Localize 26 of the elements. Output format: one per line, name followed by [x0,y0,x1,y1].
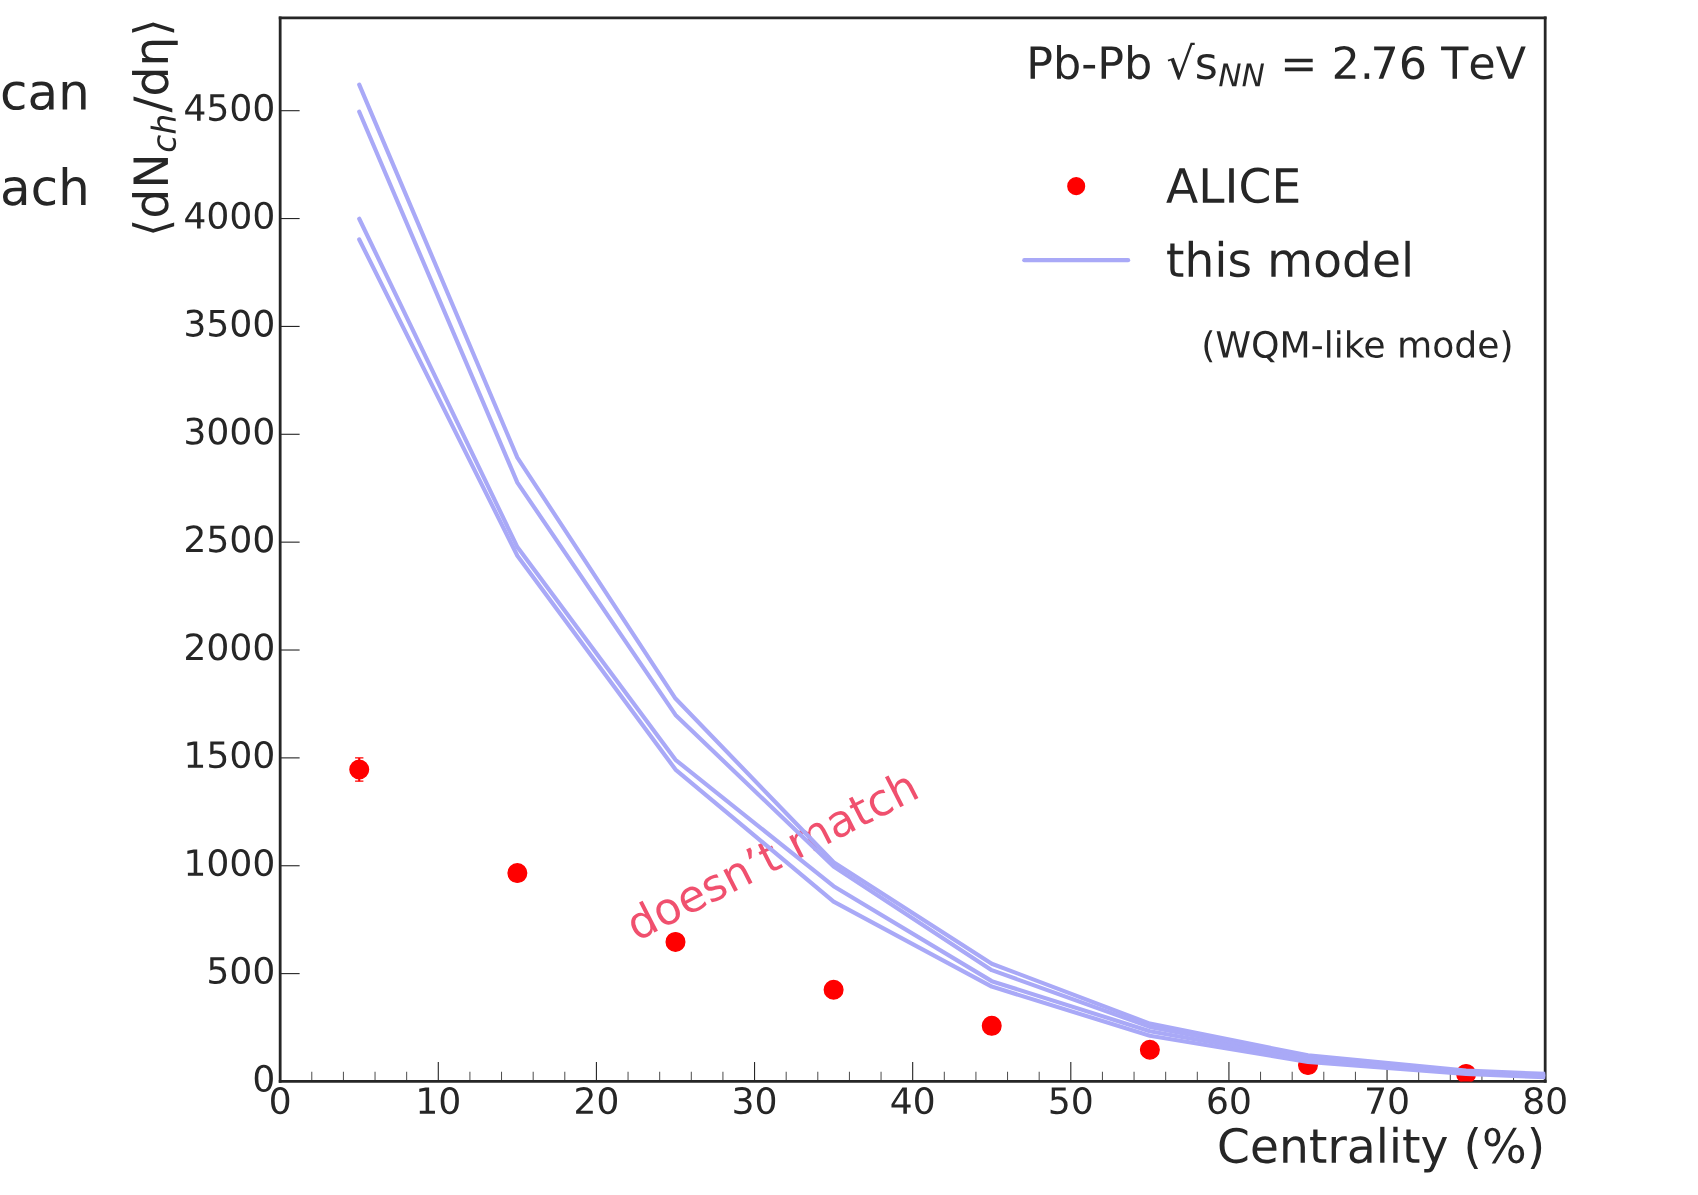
x-tick-label: 30 [734,1086,776,1115]
y-tick-label: 2500 [186,525,273,553]
text: can [2,81,86,111]
y-axis-title: ⟨dN$_{ch}$/dη⟩ [132,22,178,233]
x-tick-label: 50 [1050,1086,1092,1115]
legend-label: this model [1167,240,1410,278]
y-tick-label: 3000 [186,417,273,445]
y-tick-label: 4500 [185,93,273,122]
annotation: Pb-Pb √s$_{NN}$ = 2.76 TeV [1030,42,1526,87]
x-tick-label: 70 [1367,1086,1408,1115]
y-tick-label: 2000 [186,633,273,661]
x-tick-label: 10 [419,1086,459,1115]
x-tick-label: 40 [891,1086,934,1115]
x-tick-label: 60 [1208,1086,1250,1115]
legend-label: ALICE [1166,167,1299,204]
text: ach [3,167,86,206]
y-tick-label: 500 [209,956,273,985]
y-tick-label: 4000 [185,201,273,230]
x-tick-label: 80 [1524,1086,1566,1115]
annotation: (WQM-like mode) [1204,330,1511,363]
x-axis-title: Centrality (%) [1219,1126,1542,1173]
y-tick-label: 1000 [187,848,273,877]
x-tick-label: 20 [576,1086,617,1115]
y-tick-label: 0 [254,1064,273,1092]
y-tick-label: 3500 [186,309,273,337]
y-tick-label: 1500 [187,741,273,769]
